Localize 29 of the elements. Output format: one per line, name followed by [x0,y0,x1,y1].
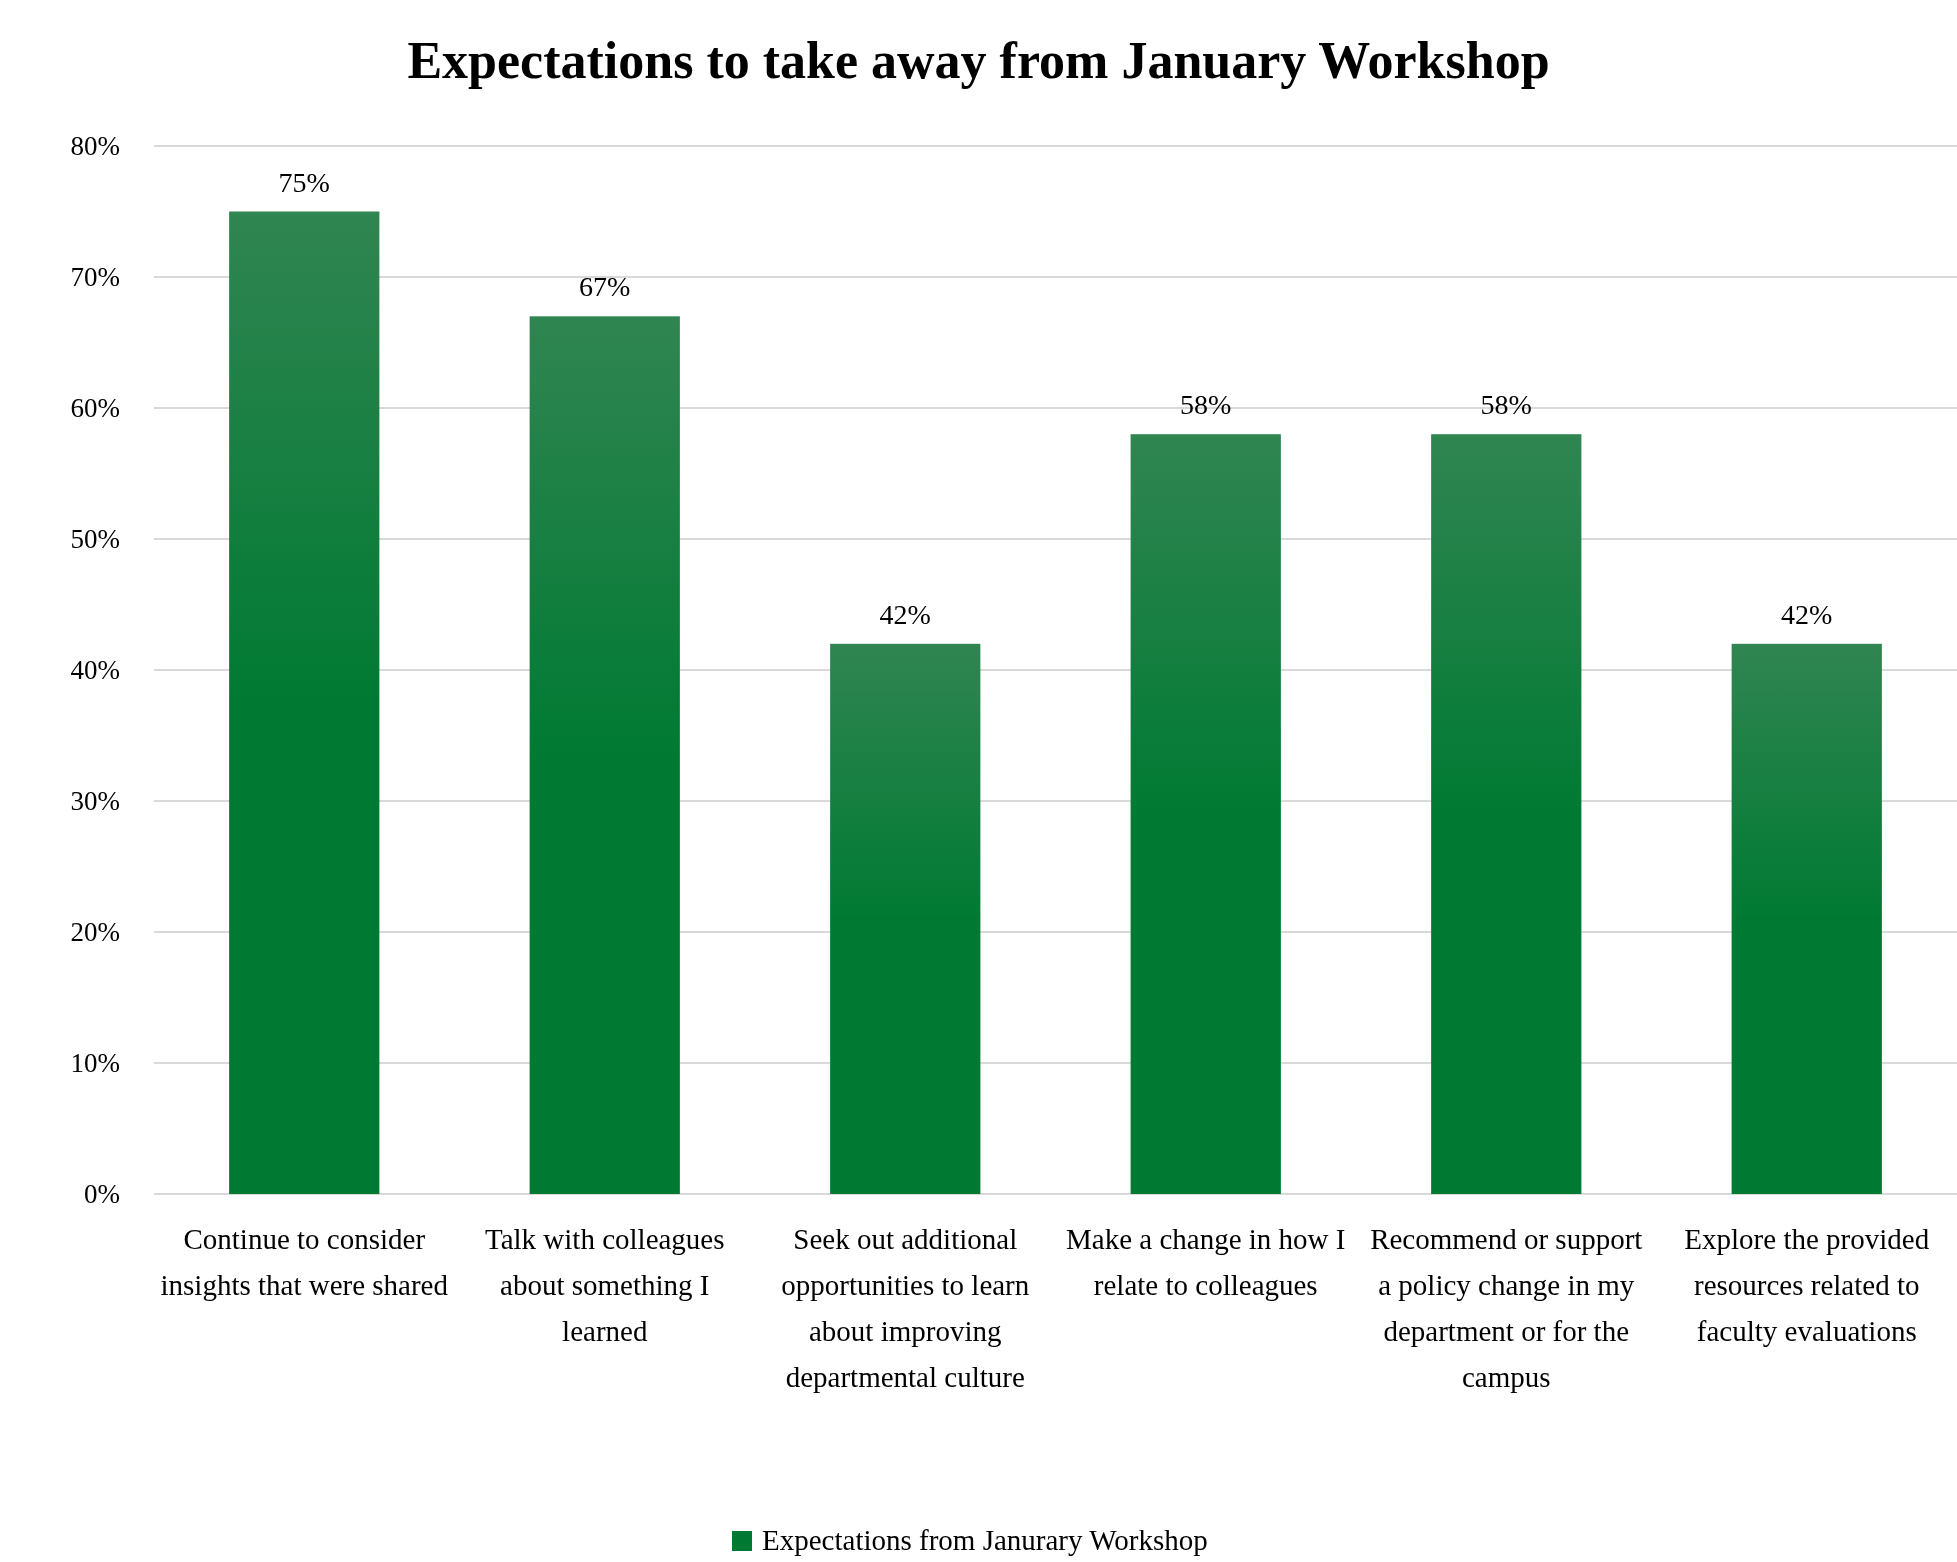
y-tick-label: 0% [84,1179,120,1209]
bar [229,211,380,1194]
y-tick-label: 40% [70,655,120,685]
y-tick-label: 10% [70,1048,120,1078]
bar [1431,434,1582,1194]
data-label: 42% [879,598,931,630]
data-label: 58% [1180,389,1232,421]
data-label: 75% [278,166,330,198]
data-label: 42% [1781,598,1833,630]
chart-title: Expectations to take away from January Workshop [407,32,1550,89]
bar [1731,643,1882,1194]
y-tick-label: 20% [70,917,120,947]
x-tick-label: Talk with colleagues about something I learned [484,1223,725,1347]
y-tick-label: 60% [70,393,120,423]
x-tick-label: Continue to consider insights that were shared [160,1223,449,1301]
x-tick-label: Seek out additional opportunities to learn about improving departmental culture [781,1223,1030,1393]
legend-label: Expectations from Janurary Workshop [762,1524,1208,1556]
x-tick-label: Explore the provided resources related to faculty evaluations [1684,1223,1930,1347]
y-tick-label: 50% [70,524,120,554]
y-tick-label: 70% [70,262,120,292]
bar [1130,434,1281,1194]
bar [529,316,680,1194]
bar [830,643,981,1194]
data-label: 58% [1480,389,1532,421]
data-label: 67% [579,271,631,303]
x-tick-label: Recommend or support a policy change in my department or for the campus [1370,1223,1643,1393]
y-tick-label: 30% [70,786,120,816]
y-tick-label: 80% [70,131,120,161]
x-tick-label: Make a change in how I relate to colleagues [1066,1223,1346,1301]
